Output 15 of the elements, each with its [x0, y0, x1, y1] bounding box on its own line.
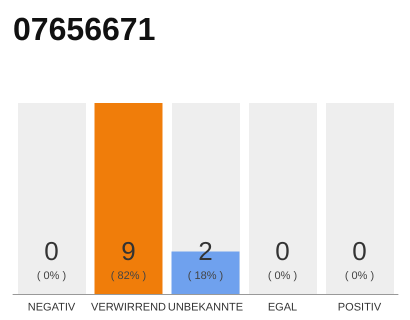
- annotation: ( 0% ): [36, 270, 66, 282]
- annotation: ( 0% ): [268, 270, 298, 282]
- x-tick-label: VERWIRREND: [91, 302, 166, 314]
- x-tick-label: EGAL: [268, 302, 298, 314]
- chart-title: 07656671: [13, 11, 156, 47]
- data-label: 0: [44, 236, 59, 266]
- annotation: ( 0% ): [344, 270, 374, 282]
- data-label: 9: [121, 236, 136, 266]
- x-tick-label: UNBEKANNTE: [168, 302, 244, 314]
- x-tick-label: POSITIV: [338, 302, 382, 314]
- annotation: ( 18% ): [188, 270, 224, 282]
- data-label: 0: [275, 236, 290, 266]
- data-label: 0: [352, 236, 367, 266]
- x-tick-label: NEGATIV: [28, 302, 76, 314]
- annotation: ( 82% ): [110, 270, 146, 282]
